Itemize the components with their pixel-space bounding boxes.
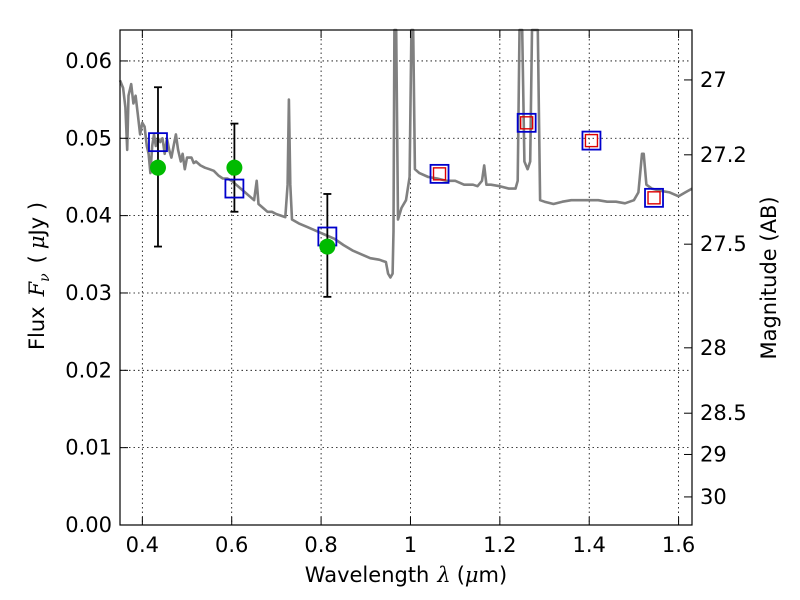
observed-photometry-point	[149, 159, 166, 176]
marker-layer	[148, 86, 664, 298]
x-tick-label: 1	[404, 533, 417, 557]
y-tick-label: 0.04	[65, 204, 112, 228]
x-tick-label: 0.6	[215, 533, 248, 557]
y2-axis-title: Magnitude (AB)	[757, 196, 781, 359]
tick-labels: 0.4 0.6 0.8 1 1.2 1.4 1.6 0.00 0.01 0.02 0.03 0.04 0…	[65, 49, 747, 557]
model-photometry-square	[581, 130, 602, 151]
y2-tick-label: 27.5	[700, 232, 747, 256]
y2-tick-label: 30	[700, 485, 727, 509]
y2-tick-label: 28.5	[700, 401, 747, 425]
y-tick-label: 0.01	[65, 436, 112, 460]
y-tick-label: 0.02	[65, 358, 112, 382]
x-tick-label: 1.2	[483, 533, 516, 557]
x-tick-label: 1.4	[573, 533, 606, 557]
y-axis-title-unit-mu: μ	[25, 235, 49, 249]
model-photometry-square	[429, 163, 450, 184]
model-spectrum-line	[118, 28, 693, 279]
observed-photometry-point	[319, 238, 336, 255]
y-tick-label: 0.05	[65, 126, 112, 150]
predicted-photometry-square	[432, 167, 447, 181]
y-tick-label: 0.06	[65, 49, 112, 73]
y-axis-title-unit-open: (	[25, 255, 49, 263]
model-photometry-square	[224, 178, 245, 199]
model-photometry-square	[148, 132, 168, 153]
y2-tick-label: 29	[700, 442, 727, 466]
x-axis-title-unit-rest: m)	[479, 563, 508, 587]
plot-frame	[119, 29, 693, 526]
x-tick-label: 1.6	[662, 533, 695, 557]
y-tick-label: 0.03	[65, 281, 112, 305]
y-axis-title-symbol: F	[25, 280, 49, 297]
predicted-photometry-square	[519, 116, 534, 130]
x-axis-title-prefix: Wavelength	[305, 563, 430, 587]
x-axis-title-symbol: λ	[436, 563, 450, 587]
y2-tick-label: 27	[700, 68, 727, 92]
model-photometry-square	[644, 187, 664, 208]
observed-photometry-point	[226, 159, 243, 176]
y2-tick-label: 28	[700, 336, 727, 360]
x-tick-label: 0.4	[126, 533, 159, 557]
y-tick-label: 0.00	[65, 513, 112, 537]
predicted-photometry-square	[647, 191, 661, 205]
y-axis-title-subscript: ν	[37, 273, 53, 282]
x-axis-title-unit-mu: μ	[465, 563, 479, 587]
y2-tick-label: 27.2	[700, 143, 747, 167]
y-axis-title-prefix: Flux	[25, 306, 49, 350]
x-axis-title-unit-open: (	[457, 563, 465, 587]
model-photometry-square	[516, 112, 537, 133]
y-axis-title-unit-rest: Jy )	[25, 202, 49, 238]
y-axis-title: Flux Fν ( μJy )	[25, 202, 53, 350]
tick-marks	[120, 30, 692, 526]
x-tick-label: 0.8	[304, 533, 337, 557]
predicted-photometry-square	[584, 133, 599, 148]
spectrum-layer	[118, 28, 693, 279]
x-axis-title: Wavelength λ (μm)	[305, 563, 507, 587]
